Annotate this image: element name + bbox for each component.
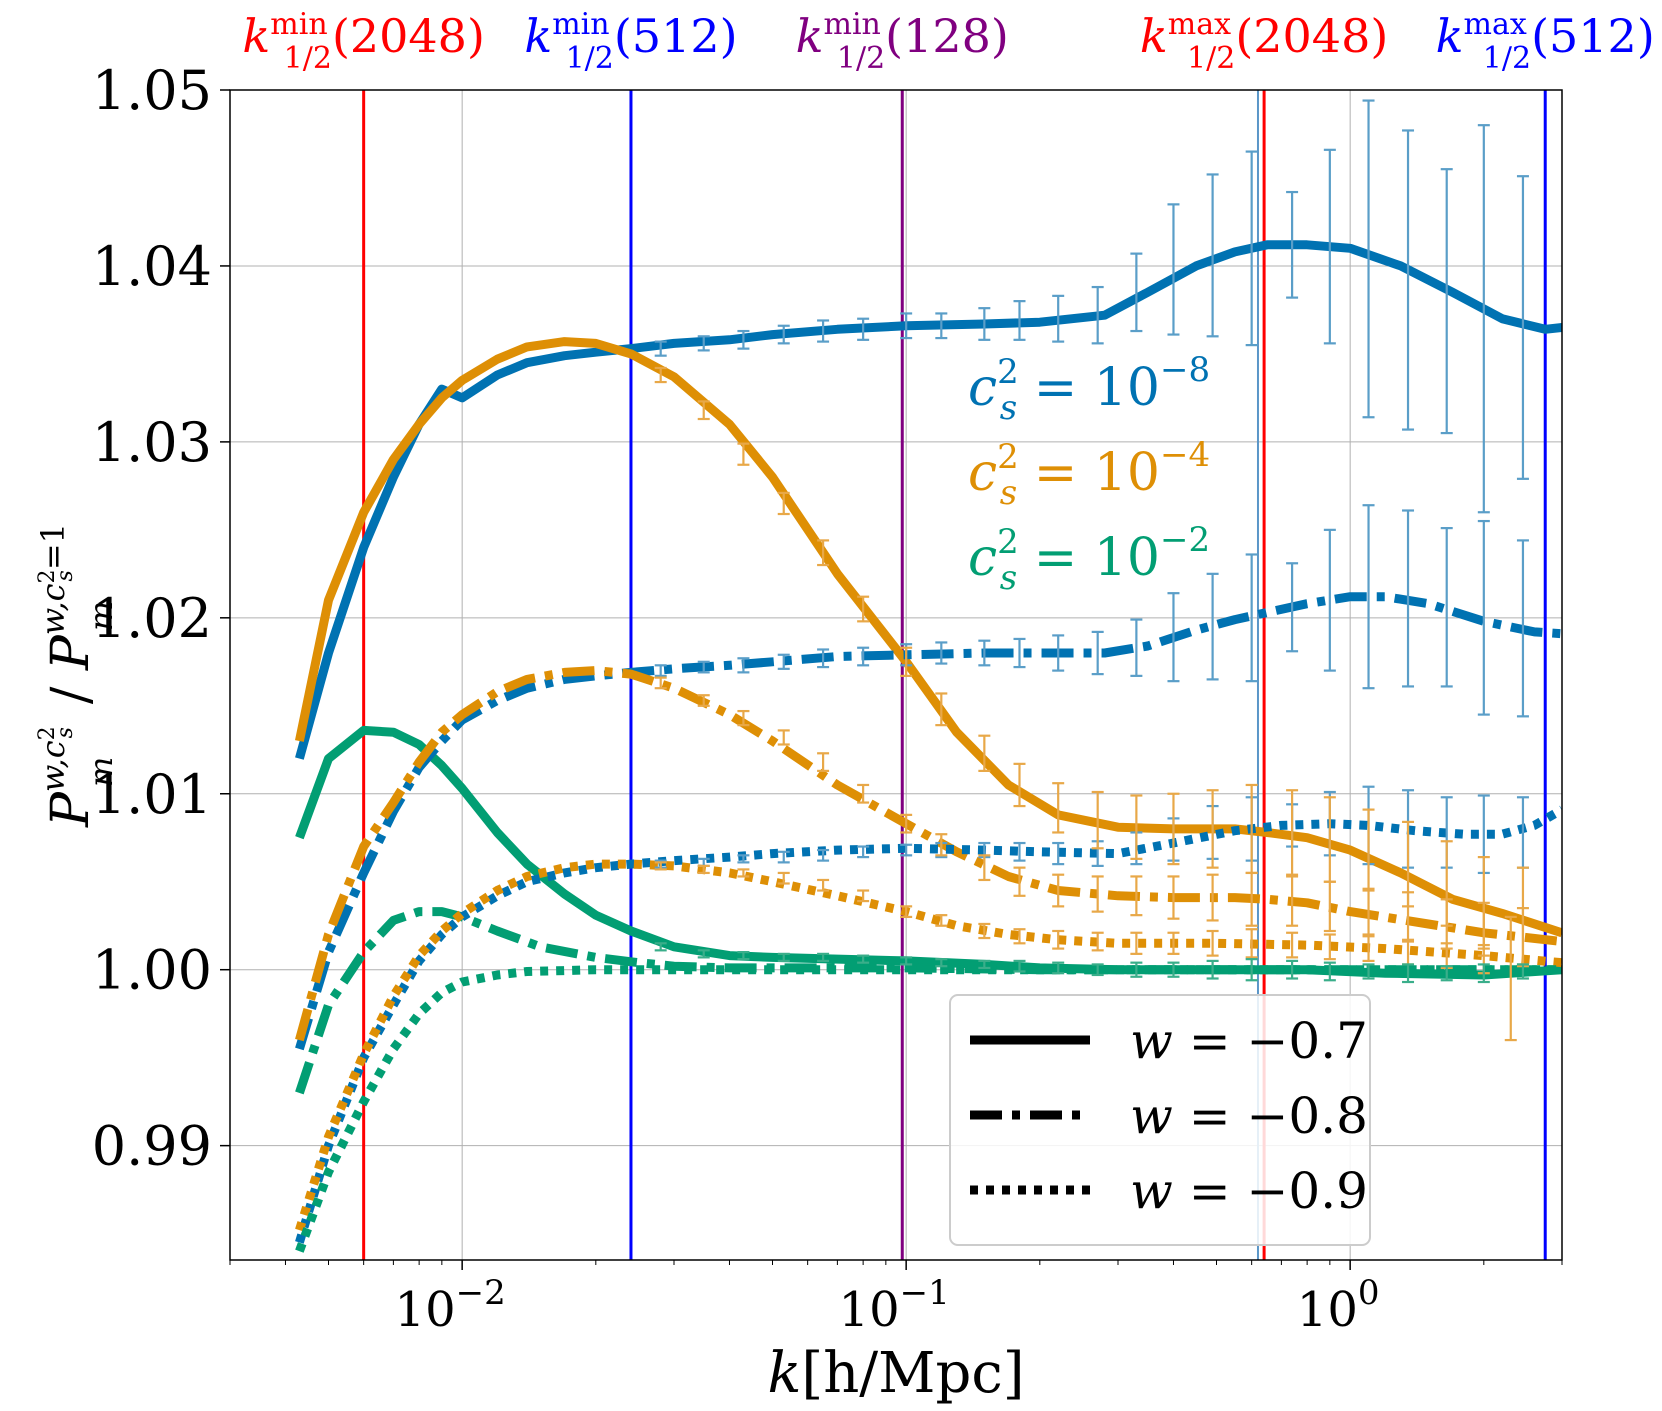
y-tick-label: 0.99: [92, 1115, 212, 1178]
axis-ticks: 0.99 1.00 1.01 1.02 1.03 1.04 1.05 10−2 10−1 100: [92, 59, 1563, 1338]
x-tick-label: 100: [1297, 1273, 1380, 1338]
annotations: c2 s = 10−8c2 s = 10−4c2 s = 10−2: [968, 350, 1210, 598]
error-bars: [654, 99, 1529, 1042]
series-line: [295, 965, 1562, 1253]
y-axis-label: Pw,c2sm / Pw,c2s=1m: [34, 523, 120, 828]
series-line: [295, 592, 1562, 1051]
legend-label: w = −0.9: [1130, 1162, 1368, 1220]
vline-label: kmax 1/2(512): [1436, 7, 1655, 76]
reference-line-labels: kmin 1/2(2048) kmin 1/2(512) kmin 1/2(128) kma…: [242, 7, 1654, 76]
series-line: [295, 666, 1562, 1042]
y-axis-label-text: Pw,c2sm / Pw,c2s=1m: [34, 523, 120, 828]
legend-label: w = −0.7: [1130, 1012, 1368, 1070]
series-line: [294, 337, 1562, 938]
cs2-annotation: c2 s = 10−4: [968, 435, 1210, 513]
series-group: [294, 240, 1562, 1253]
vline-label: kmin 1/2(128): [796, 7, 1009, 76]
legend-box: [949, 994, 1371, 1246]
legend-label: w = −0.8: [1130, 1087, 1368, 1145]
y-tick-label: 1.04: [92, 235, 212, 298]
series-line: [295, 240, 1562, 760]
y-tick-label: 1.03: [92, 411, 212, 474]
vline-label: kmin 1/2(2048): [242, 7, 485, 76]
y-tick-label: 1.02: [92, 587, 212, 650]
cs2-annotation: c2 s = 10−8: [968, 350, 1210, 428]
x-tick-label: 10−2: [395, 1273, 506, 1338]
y-tick-label: 1.05: [92, 59, 212, 122]
vline-label: kmax 1/2(2048): [1140, 7, 1388, 76]
legend: w = −0.7 w = −0.8 w = −0.9: [949, 994, 1371, 1246]
y-tick-label: 1.01: [92, 763, 212, 826]
cs2-annotation: c2 s = 10−2: [968, 520, 1210, 598]
vline-label: kmin 1/2(512): [524, 7, 737, 76]
x-axis-label: k[h/Mpc]: [767, 1341, 1024, 1406]
plot-frame: [229, 89, 1563, 1261]
x-tick-label: 10−1: [839, 1273, 950, 1338]
series-line: [295, 859, 1562, 1232]
y-tick-label: 1.00: [92, 939, 212, 1002]
